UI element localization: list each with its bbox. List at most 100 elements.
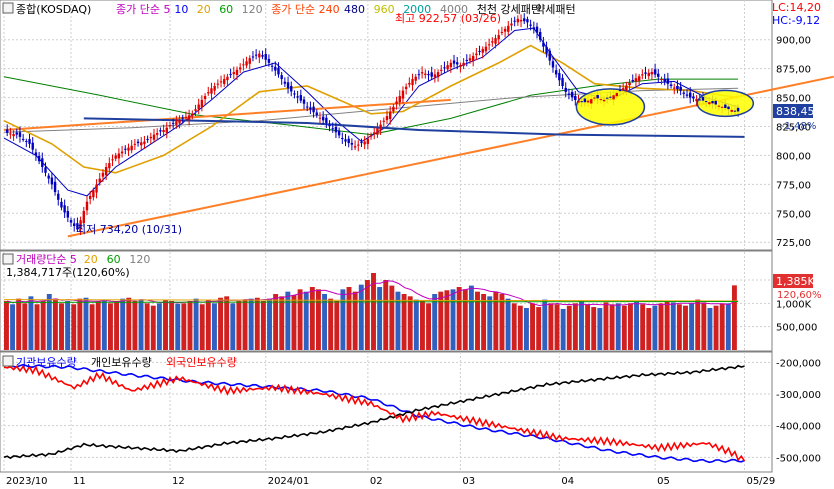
volume-legend-entry: 단순 5 (46, 253, 77, 266)
holdings-y-tick-label: -200,000 (776, 358, 821, 369)
candle-body (456, 62, 459, 65)
volume-bar (572, 303, 578, 350)
volume-legend-entry: 거래량 (16, 253, 46, 266)
volume-bar (676, 304, 682, 350)
candle-body (251, 56, 255, 58)
volume-bar (22, 303, 28, 350)
price-legend-entry: 종가 단순 240 (271, 3, 339, 16)
volume-bar (224, 296, 230, 350)
volume-bar (126, 297, 132, 350)
candle-body (299, 95, 303, 101)
x-tick-label: 05 (657, 476, 670, 487)
candle-body-overlay (657, 73, 660, 77)
volume-bar (395, 291, 401, 350)
x-tick-label: 12 (172, 476, 185, 487)
candle-body (15, 132, 18, 135)
candle-body (69, 220, 73, 223)
current-price-box (773, 104, 813, 118)
candle-body (471, 55, 475, 62)
candle-body-overlay (641, 74, 644, 76)
volume-bar (83, 297, 89, 350)
volume-settings-icon[interactable] (2, 253, 14, 265)
volume-bar (199, 304, 205, 350)
volume-bar (52, 298, 58, 350)
volume-bar (315, 289, 321, 350)
candle-body (414, 76, 417, 81)
candle-body (136, 141, 140, 144)
candle-body (114, 155, 117, 159)
volume-bar (16, 298, 22, 350)
volume-badge: 1,385K 120,60% (773, 274, 822, 301)
candle-body (200, 99, 204, 108)
volume-bar (59, 303, 64, 350)
volume-bar (65, 301, 71, 350)
price-legend: 종가 단순 5 10 20 60 120 종가 단순 240 480 960 2000 4000 천… (116, 2, 576, 16)
volume-bar (689, 303, 695, 350)
price-layer (3, 13, 834, 238)
volume-layer (3, 273, 739, 350)
volume-bar (95, 301, 101, 350)
candle-body-overlay (730, 109, 733, 112)
candle-body (60, 201, 63, 208)
volume-bar (542, 299, 548, 350)
volume-bar (187, 301, 193, 350)
candle-body (111, 159, 114, 161)
volume-bar (328, 298, 334, 350)
candle-body (433, 74, 437, 78)
ma-240-line (3, 87, 739, 133)
candle-body (85, 201, 89, 211)
volume-bar (77, 298, 83, 350)
volume-bar (658, 303, 664, 350)
candle-body-overlay (720, 106, 724, 108)
candle-body-overlay (625, 85, 628, 92)
candle-body (558, 73, 561, 81)
candle-body (245, 61, 248, 66)
candle-body-overlay (733, 110, 737, 112)
candle-body (529, 24, 532, 26)
holdings-legend: 기관보유수량 개인보유수량 외국인보유수량 (16, 356, 237, 369)
volume-bar (468, 285, 474, 350)
panel-frames (0, 0, 773, 473)
candle-body (133, 143, 137, 145)
price-panel-header: 종합(KOSDAQ) 종가 단순 5 10 20 60 120 종가 단순 240 480 9… (2, 2, 576, 16)
volume-bar (499, 294, 505, 350)
candle-body (5, 129, 9, 133)
volume-bar (597, 308, 603, 350)
candle-body-overlay (689, 92, 692, 98)
holdings-settings-icon[interactable] (2, 355, 14, 367)
candle-body (197, 104, 200, 110)
candle-body (50, 177, 54, 185)
candle-body (165, 127, 168, 133)
candle-body-overlay (704, 101, 708, 103)
candle-body-overlay (682, 92, 686, 94)
settings-icon[interactable] (2, 2, 14, 14)
volume-bar (695, 299, 701, 350)
volume-badge-box (773, 274, 813, 288)
volume-bar (254, 297, 260, 350)
volume-bar (150, 305, 156, 350)
candle-body-overlay (701, 96, 705, 101)
candle-body (108, 163, 111, 169)
volume-bar (181, 303, 187, 350)
candle-body-overlay (564, 87, 567, 92)
candle-body (92, 190, 95, 198)
candle-body (258, 53, 261, 58)
volume-bar (450, 289, 456, 350)
ma-mid-line (3, 44, 739, 174)
candle-body (66, 210, 70, 218)
volume-bar (719, 303, 725, 350)
candle-body (436, 72, 440, 78)
volume-bar (493, 291, 499, 350)
volume-bar (340, 289, 346, 350)
candle-body (286, 82, 290, 89)
holdings-panel-header: 기관보유수량 개인보유수량 외국인보유수량 (2, 355, 237, 369)
candle-body-overlay (717, 105, 721, 107)
candle-body (411, 79, 414, 86)
candle-body (392, 106, 395, 112)
candle-body (385, 116, 389, 121)
candle-body-overlay (644, 72, 647, 74)
candle-body (210, 88, 213, 94)
candle-body (523, 18, 526, 22)
candle-body-overlay (590, 99, 593, 104)
